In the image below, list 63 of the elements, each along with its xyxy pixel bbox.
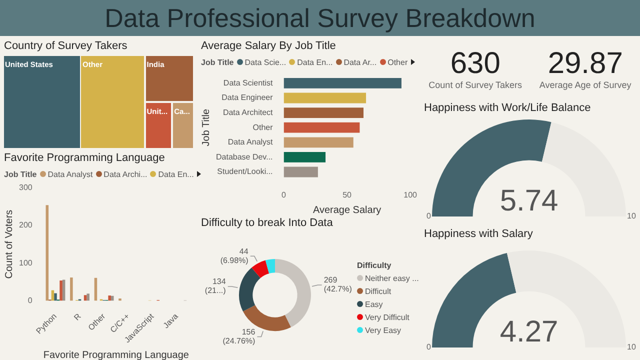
legend-label: Other (388, 58, 408, 66)
data-label: 156 (24.76%) (222, 327, 256, 346)
bar (86, 294, 90, 301)
y-tick-label: Data Architect (222, 108, 274, 118)
legend-label: Data En... (297, 58, 333, 66)
y-axis-title: Job Title (200, 108, 212, 146)
data-label: 4.27 (500, 316, 558, 348)
x-axis-title: Average Salary (312, 204, 382, 216)
text: 0 (426, 212, 432, 221)
text: Happiness with Salary (423, 227, 534, 242)
text: Average Age of Survey (539, 80, 632, 90)
bar (70, 277, 73, 301)
chart-title: Favorite Programming Language (3, 151, 166, 166)
text: Data Professional Survey Breakdown (0, 0, 640, 36)
chart-title: Difficulty to break Into Data (200, 216, 334, 231)
x-axis-title: Favorite Programming Language (43, 350, 190, 360)
legend-label: Neither easy ... (365, 272, 419, 284)
text: 630 (449, 47, 502, 80)
text: Count of Survey Takers (428, 80, 522, 90)
data-label: 269 (42.7%) (324, 276, 352, 294)
x-tick-label: R (72, 312, 83, 322)
y-tick-label: 200 (18, 220, 33, 230)
data-label: 5.74 (500, 184, 558, 218)
legend-label: Difficult (365, 286, 392, 298)
chart-title: Average Salary By Job Title (200, 39, 337, 54)
y-tick-label: 0 (28, 296, 33, 306)
legend-label: Easy (365, 298, 383, 310)
x-tick-label: 0 (282, 190, 287, 200)
legend-label: Data Analyst (48, 170, 93, 178)
y-tick-label: Database Dev... (216, 152, 273, 162)
legend-label: Data Archi... (104, 170, 148, 178)
legend-label: Data En... (158, 170, 194, 178)
bar (62, 280, 66, 301)
y-tick-label: Student/Looki... (217, 167, 273, 176)
legend-label: Data Scie... (244, 58, 286, 66)
text: 10 (627, 212, 636, 221)
text: 29.87 (546, 47, 624, 80)
bar (46, 205, 49, 301)
legend-label: Very Easy (365, 324, 402, 336)
legend-label: Data Ar... (344, 58, 377, 66)
x-tick-label: Java (162, 311, 180, 330)
x-tick-label: 100 (404, 190, 418, 200)
data-label: 44 (6.98%) (220, 246, 249, 265)
x-tick-label: 50 (342, 190, 352, 200)
text: 0 (426, 342, 432, 352)
bar (54, 293, 57, 301)
legend-title: Difficulty (357, 260, 392, 270)
y-tick-label: Data Engineer (222, 93, 274, 102)
y-tick-label: Data Analyst (228, 138, 274, 147)
bar (60, 280, 62, 301)
text: Country of Survey Takers (3, 39, 128, 54)
y-axis-title: Count of Voters (4, 210, 15, 279)
bar (108, 296, 111, 301)
y-tick-label: 100 (18, 258, 33, 268)
y-tick-label: 300 (18, 183, 33, 192)
y-tick-label: Data Scientist (223, 78, 274, 88)
legend-title: Job Title (4, 170, 37, 178)
legend-title: Job Title (201, 58, 234, 66)
y-tick-label: Other (252, 122, 274, 132)
legend-label: Very Difficult (365, 312, 410, 324)
text: 10 (627, 342, 636, 352)
data-label: 134 (21...) (204, 277, 226, 296)
text: Happiness with Work/Life Balance (423, 101, 592, 116)
